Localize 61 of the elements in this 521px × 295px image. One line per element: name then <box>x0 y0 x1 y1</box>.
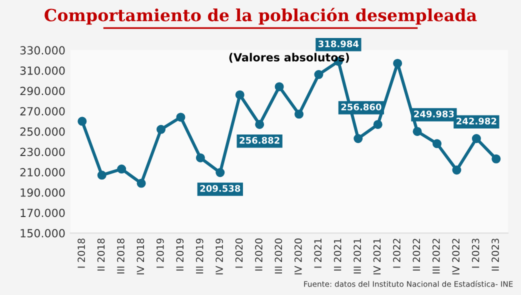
x-tick-label: IV 2021 <box>373 238 381 274</box>
x-tick-label: III 2019 <box>196 238 204 274</box>
point <box>294 110 304 119</box>
data-label: 209.538 <box>200 185 240 192</box>
point <box>176 112 186 122</box>
x-tick-label: I 2022 <box>393 238 400 268</box>
y-tick-label: 310.000 <box>20 66 65 75</box>
data-label: 242.982 <box>456 118 496 125</box>
x-tick-label: I 2021 <box>314 238 322 268</box>
point <box>216 168 225 178</box>
x-tick-label: I 2023 <box>472 238 480 268</box>
x-tick-label: III 2022 <box>432 238 440 274</box>
x-tick-label: IV 2018 <box>136 238 144 274</box>
x-tick-label: II 2018 <box>97 238 105 271</box>
chart-title: Comportamiento de la población desempleada <box>44 8 477 25</box>
point <box>412 126 422 136</box>
y-tick-label: 150.000 <box>20 229 65 238</box>
y-tick-label: 170.000 <box>20 208 65 218</box>
x-tick-label: II 2023 <box>492 238 499 271</box>
point <box>255 120 264 129</box>
x-tick-label: II 2020 <box>255 238 262 271</box>
y-tick-label: 190.000 <box>20 188 65 197</box>
y-tick-label: 230.000 <box>20 148 65 156</box>
data-label: 249.983 <box>414 110 454 118</box>
point <box>314 70 324 80</box>
x-tick-label: IV 2022 <box>452 238 460 274</box>
point <box>274 82 284 92</box>
point <box>354 134 363 144</box>
x-tick-label: III 2021 <box>354 238 361 274</box>
point <box>492 154 501 164</box>
y-tick-label: 210.000 <box>20 168 65 176</box>
point <box>78 116 87 126</box>
x-tick-label: I 2018 <box>78 238 85 268</box>
y-tick-label: 250.000 <box>20 127 65 136</box>
y-tick-label: 330.000 <box>20 46 65 55</box>
x-tick-label: II 2022 <box>412 238 420 271</box>
y-tick-label: 290.000 <box>20 86 65 96</box>
x-tick-label: II 2021 <box>334 238 342 271</box>
point <box>136 178 146 188</box>
x-tick-label: II 2019 <box>176 238 184 271</box>
point <box>97 170 106 180</box>
point <box>196 153 205 162</box>
x-tick-label: IV 2020 <box>294 238 302 274</box>
data-label: 256.860 <box>341 104 382 110</box>
point <box>452 166 462 175</box>
point <box>472 134 481 144</box>
point <box>156 124 166 134</box>
y-tick-label: 270.000 <box>20 107 65 116</box>
point <box>117 164 126 174</box>
x-tick-label: I 2020 <box>235 238 243 268</box>
x-tick-label: III 2018 <box>117 238 124 274</box>
point <box>373 120 382 129</box>
point <box>393 58 402 68</box>
data-label: 256.882 <box>240 136 280 144</box>
point <box>432 139 442 148</box>
data-label: 318.984 <box>318 40 359 48</box>
chart-subtitle: (Valores absolutos) <box>229 52 349 63</box>
x-tick-label: IV 2019 <box>216 238 223 274</box>
x-tick-label: III 2020 <box>274 238 282 274</box>
x-tick-label: I 2019 <box>156 238 164 268</box>
point <box>235 90 244 100</box>
